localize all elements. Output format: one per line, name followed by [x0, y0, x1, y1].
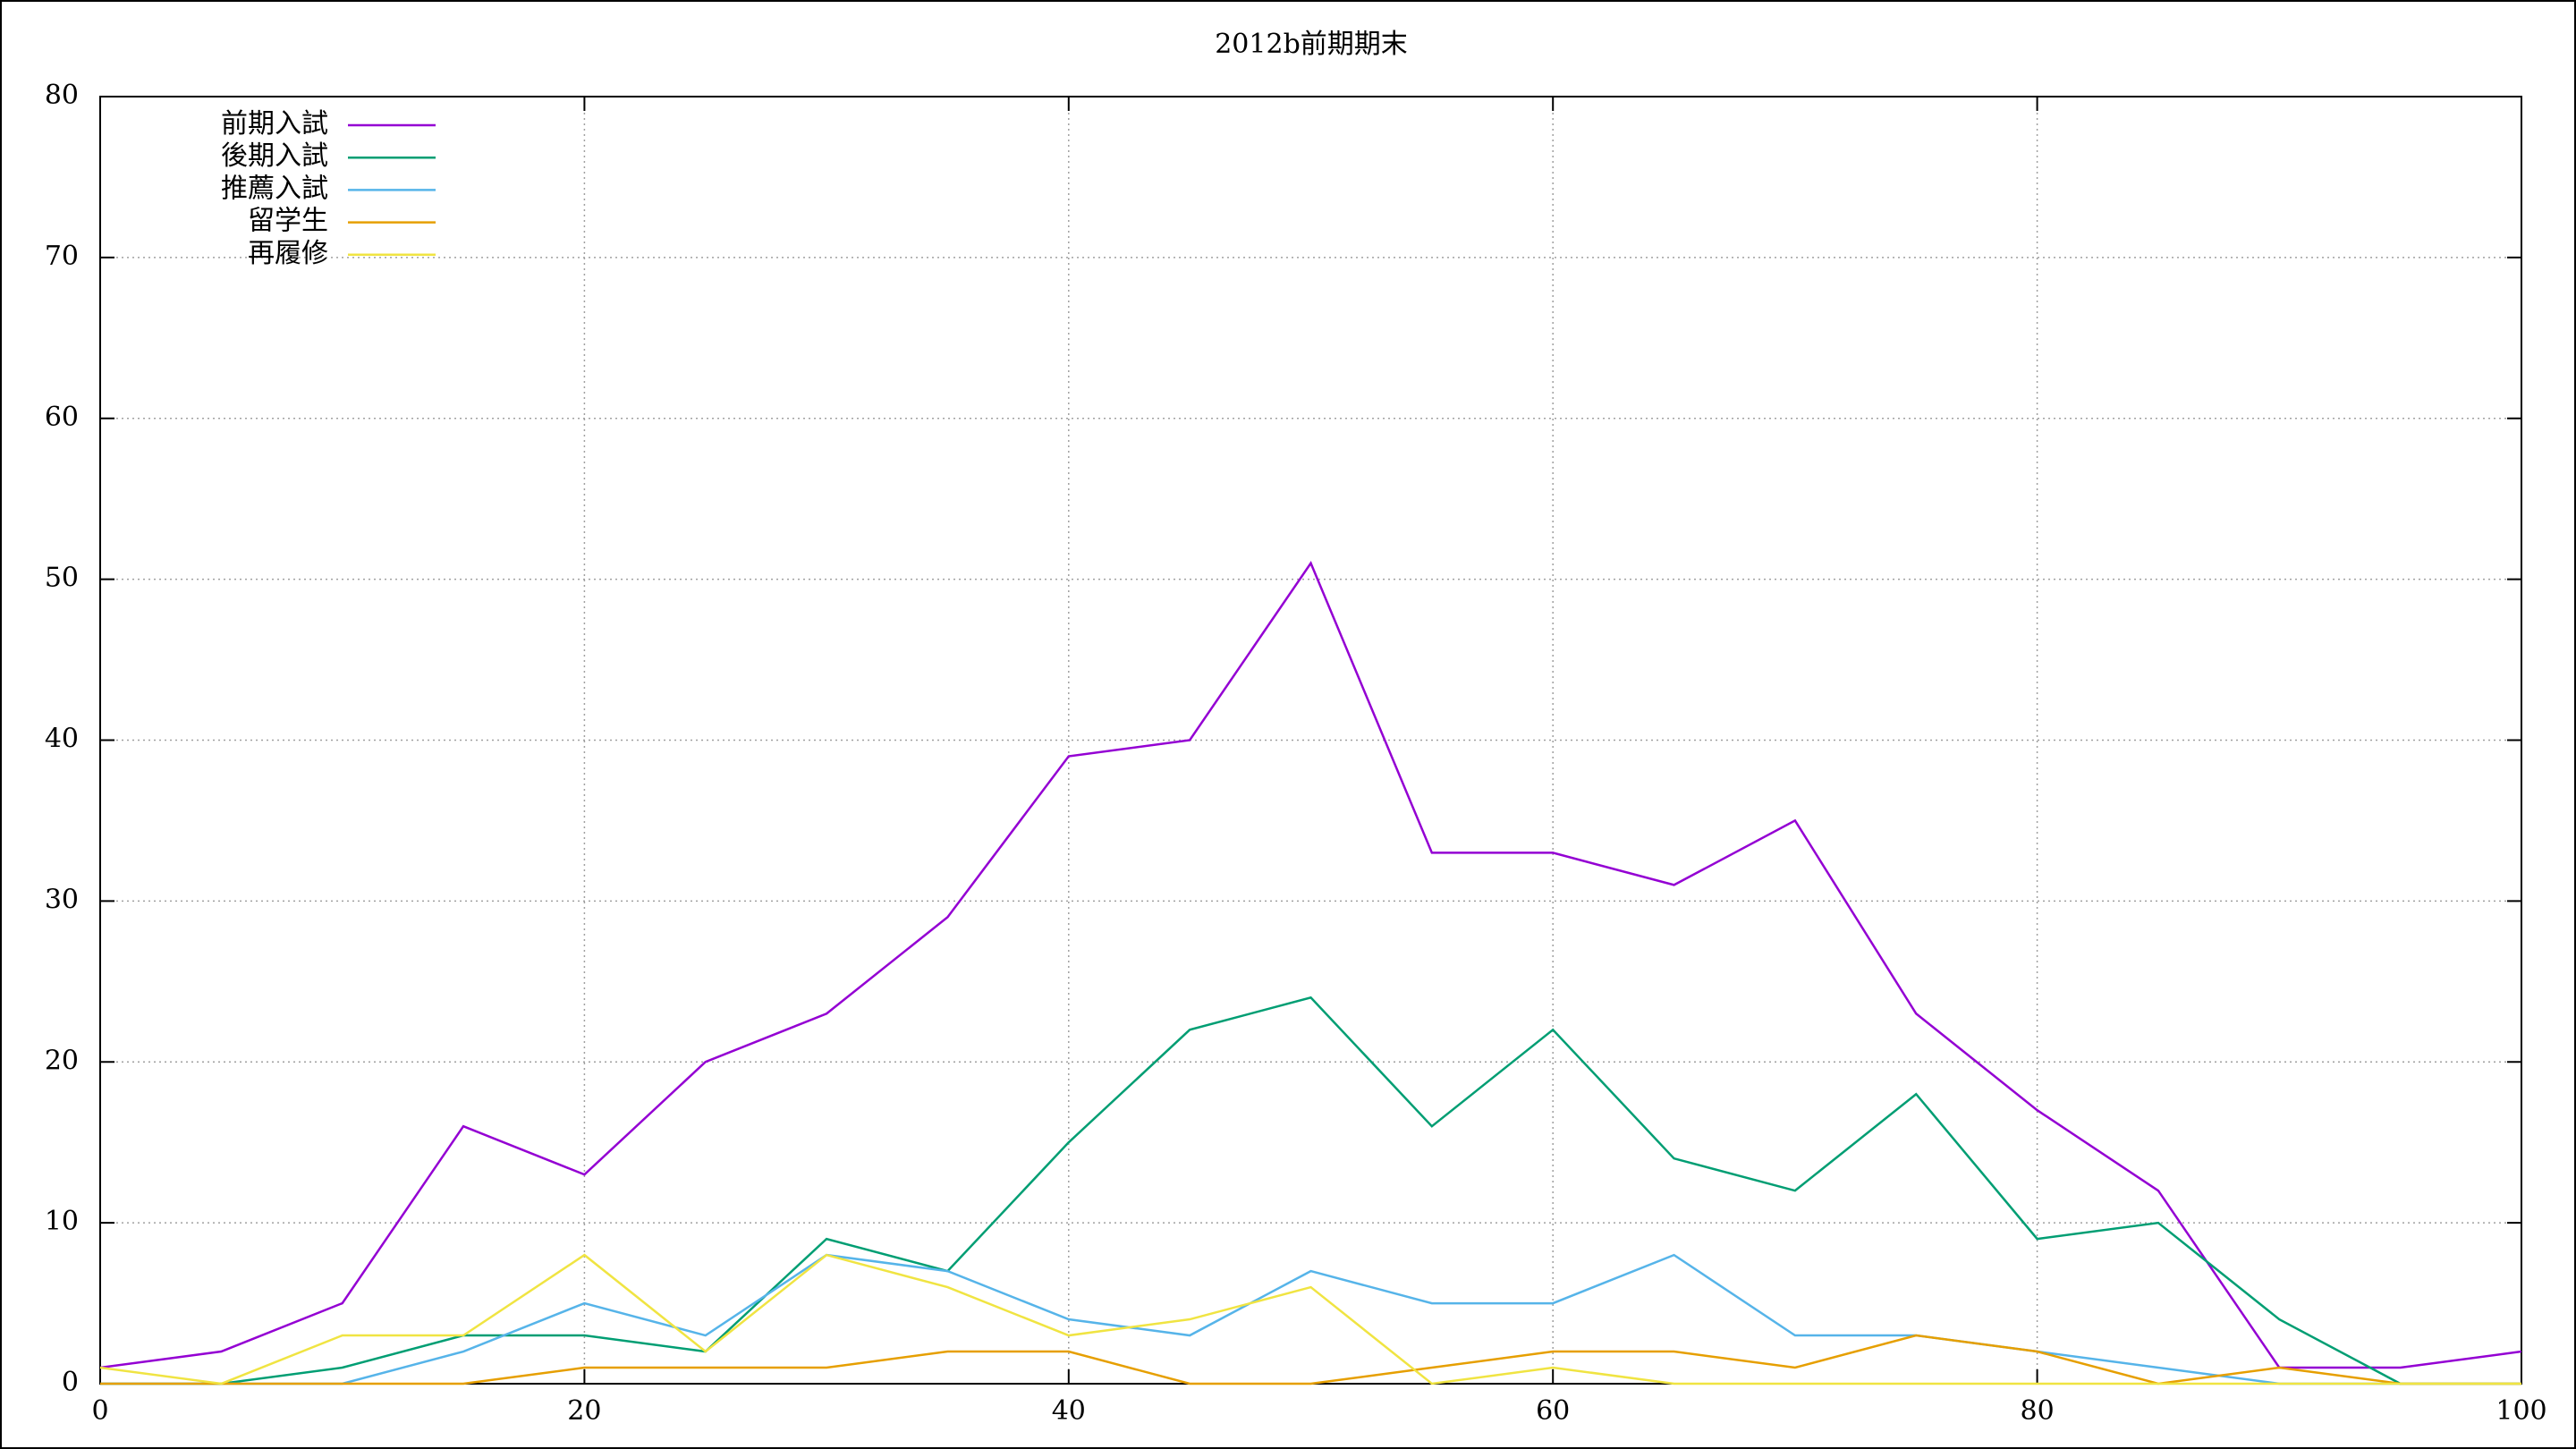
x-tick-label: 60 [1536, 1395, 1570, 1427]
y-tick-label: 10 [45, 1206, 79, 1237]
legend-label: 前期入試 [221, 108, 328, 140]
y-tick-label: 70 [45, 241, 79, 272]
x-tick-label: 0 [91, 1395, 108, 1427]
legend-label: 再履修 [248, 238, 328, 269]
y-tick-label: 0 [62, 1367, 79, 1398]
y-tick-label: 40 [45, 724, 79, 755]
x-tick-label: 40 [1052, 1395, 1086, 1427]
chart-title: 2012b前期期末 [1215, 29, 1408, 60]
x-tick-label: 100 [2496, 1395, 2546, 1427]
series-line [100, 1253, 2521, 1385]
legend-label: 留学生 [248, 206, 328, 237]
y-tick-label: 60 [45, 402, 79, 433]
y-tick-label: 30 [45, 884, 79, 915]
legend-label: 後期入試 [221, 140, 328, 172]
x-tick-label: 80 [2021, 1395, 2055, 1427]
y-tick-label: 80 [45, 80, 79, 111]
legend-label: 推薦入試 [221, 173, 328, 204]
series-line [99, 561, 2522, 1369]
series-line [99, 1253, 2521, 1385]
series-line [100, 1334, 2521, 1385]
x-tick-label: 20 [567, 1395, 601, 1427]
y-tick-label: 50 [45, 563, 79, 594]
y-tick-label: 20 [45, 1045, 79, 1076]
